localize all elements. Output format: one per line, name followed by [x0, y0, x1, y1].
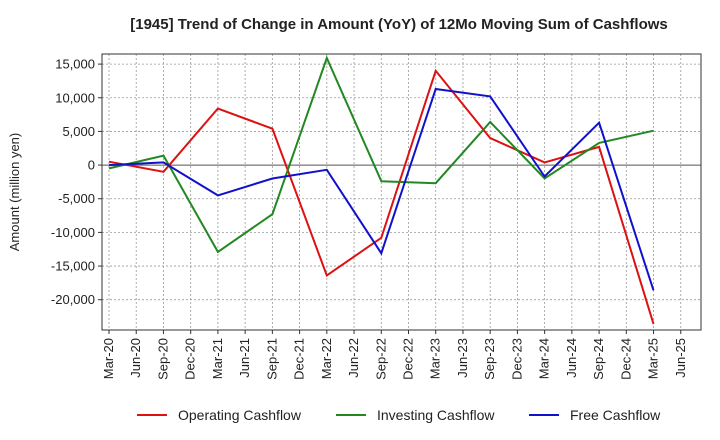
y-tick-label: -15,000 [51, 259, 95, 274]
x-tick-label: Dec-20 [183, 338, 198, 380]
y-tick-label: 5,000 [62, 124, 95, 139]
x-tick-label: Dec-21 [292, 338, 307, 380]
investing-cashflow-line [108, 55, 654, 254]
y-axis-ticks: 15,000 10,000 5,000 0 -5,000 -10,000 -15,000 -2… [51, 57, 102, 307]
legend-label-free: Free Cashflow [570, 407, 661, 423]
x-tick-label: Sep-21 [264, 338, 279, 380]
y-axis-label: Amount (million yen) [7, 133, 22, 252]
plot-frame [101, 53, 702, 331]
x-tick-label: Dec-24 [618, 338, 633, 380]
x-tick-label: Mar-23 [428, 338, 443, 379]
y-tick-label: -10,000 [51, 225, 95, 240]
x-tick-label: Jun-23 [455, 338, 470, 378]
x-tick-label: Mar-22 [319, 338, 334, 379]
x-tick-label: Jun-21 [237, 338, 252, 378]
legend-label-operating: Operating Cashflow [178, 407, 302, 423]
x-tick-label: Mar-21 [210, 338, 225, 379]
legend-label-investing: Investing Cashflow [377, 407, 495, 423]
x-axis-ticks: Mar-20 Jun-20 Sep-20 Dec-20 Mar-21 Jun-21 Sep-… [101, 330, 688, 380]
free-cashflow-line [108, 87, 655, 291]
x-tick-label: Jun-20 [128, 338, 143, 378]
x-tick-label: Mar-24 [537, 338, 552, 379]
chart-title: [1945] Trend of Change in Amount (YoY) o… [130, 16, 668, 33]
x-tick-label: Mar-25 [646, 338, 661, 379]
series-lines [108, 55, 655, 325]
grid-lines [102, 54, 701, 330]
legend: Operating Cashflow Investing Cashflow Fr… [137, 407, 661, 423]
x-tick-label: Sep-22 [373, 338, 388, 380]
x-tick-label: Sep-24 [591, 338, 606, 380]
x-tick-label: Jun-22 [346, 338, 361, 378]
x-tick-label: Mar-20 [101, 338, 116, 379]
y-tick-label: 15,000 [55, 57, 95, 72]
x-tick-label: Jun-24 [564, 338, 579, 378]
x-tick-label: Dec-22 [401, 338, 416, 380]
y-tick-label: -5,000 [58, 191, 95, 206]
x-tick-label: Dec-23 [509, 338, 524, 380]
x-tick-label: Jun-25 [673, 338, 688, 378]
y-tick-label: 0 [88, 158, 95, 173]
x-tick-label: Sep-23 [482, 338, 497, 380]
y-tick-label: -20,000 [51, 292, 95, 307]
x-tick-label: Sep-20 [155, 338, 170, 380]
y-tick-label: 10,000 [55, 90, 95, 105]
